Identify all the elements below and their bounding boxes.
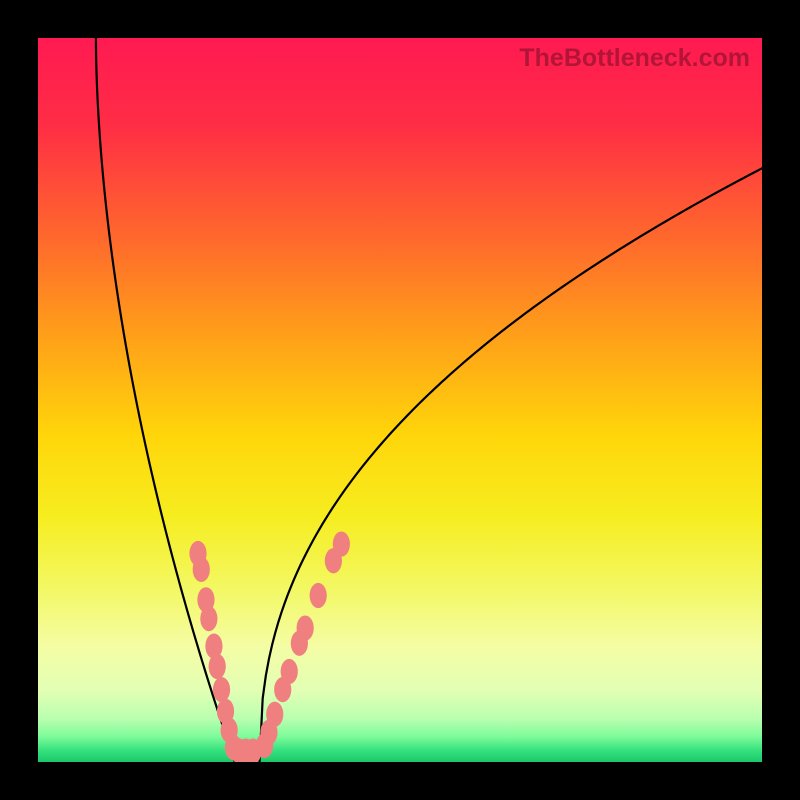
gradient-background <box>38 38 762 762</box>
marker-point <box>209 654 226 679</box>
marker-point <box>200 606 217 631</box>
marker-point <box>213 677 230 702</box>
marker-point <box>310 583 327 608</box>
marker-point <box>333 531 350 556</box>
marker-point <box>297 615 314 640</box>
plot-area: TheBottleneck.com <box>38 38 762 762</box>
marker-point <box>266 702 283 727</box>
chart-stage: TheBottleneck.com <box>0 0 800 800</box>
watermark-text: TheBottleneck.com <box>519 44 750 73</box>
marker-point <box>281 659 298 684</box>
marker-point <box>193 557 210 582</box>
plot-svg <box>38 38 762 762</box>
